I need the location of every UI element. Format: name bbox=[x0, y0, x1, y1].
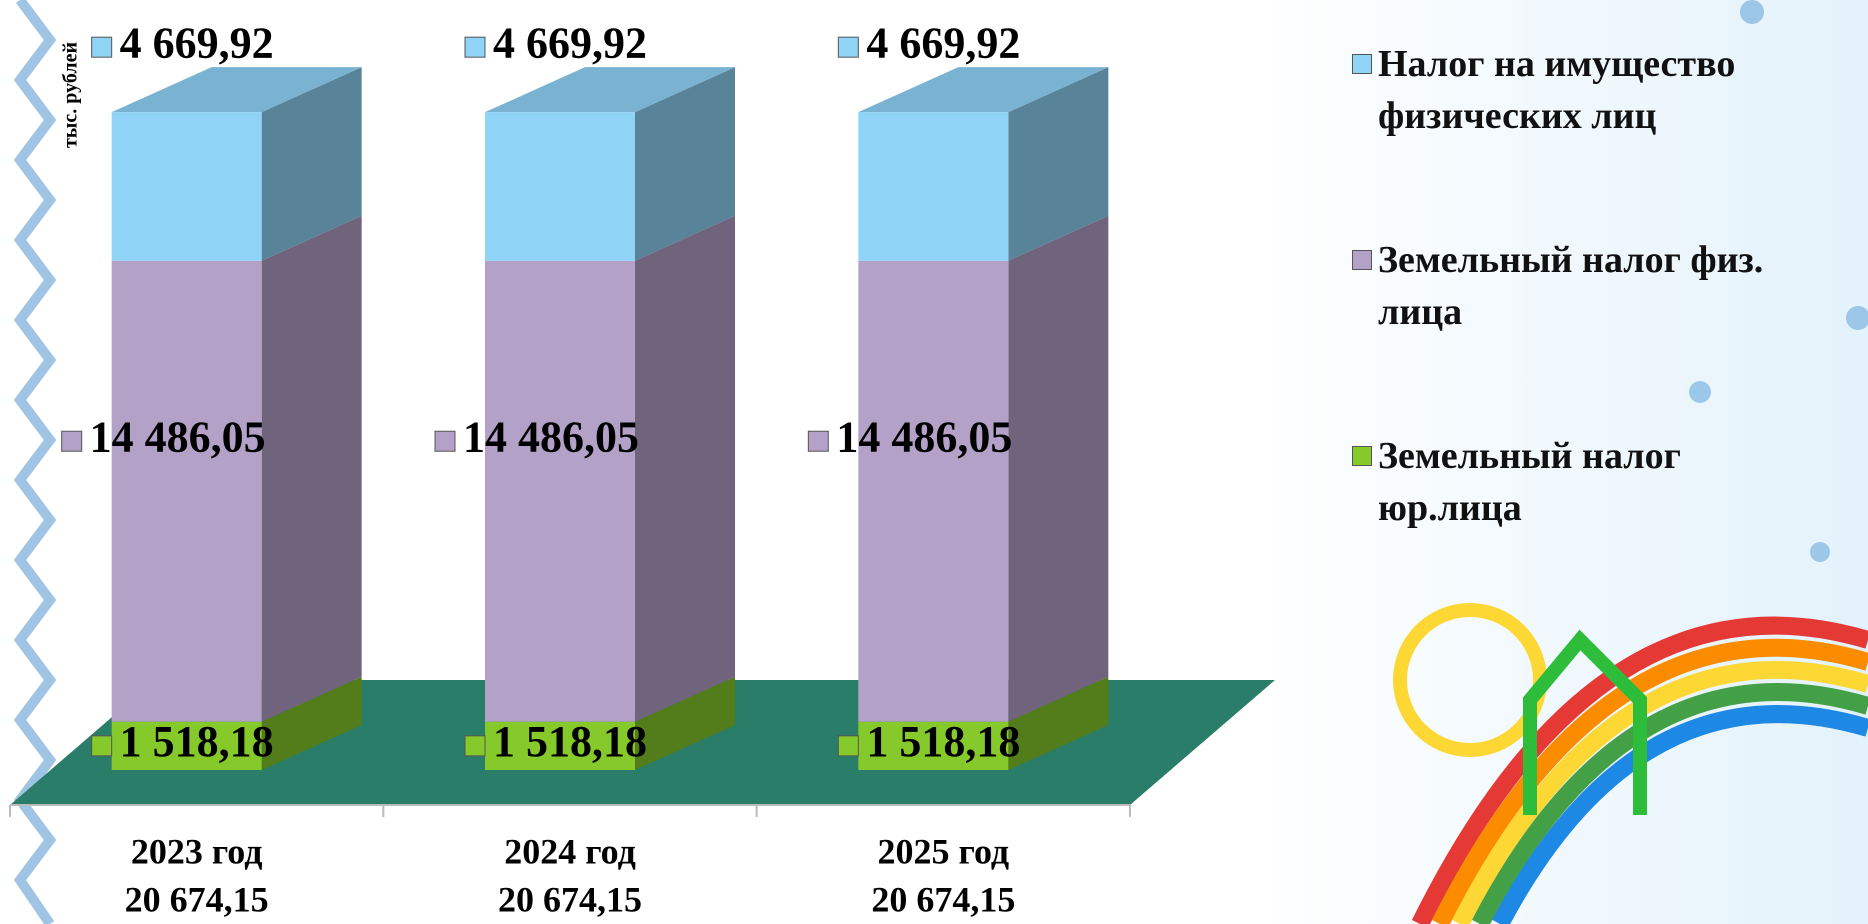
bar-top bbox=[858, 67, 1109, 113]
bar-side bbox=[635, 67, 735, 261]
x-tick-label: 2023 год bbox=[131, 831, 263, 871]
value-label: 14 486,05 bbox=[463, 412, 639, 461]
legend-text: Налог на имущество физических лиц bbox=[1378, 43, 1736, 137]
bar-side bbox=[261, 215, 362, 722]
x-tick-label: 2024 год bbox=[504, 831, 636, 871]
value-label: 4 669,92 bbox=[120, 18, 274, 67]
label-marker bbox=[434, 430, 456, 452]
legend-swatch bbox=[1352, 446, 1372, 466]
bar-segment bbox=[858, 112, 1009, 261]
bar-top bbox=[111, 67, 362, 113]
bar-side bbox=[635, 215, 735, 722]
total-label: 20 674,15 bbox=[871, 879, 1015, 919]
legend-text: Земельный налог юр.лица bbox=[1378, 435, 1681, 529]
label-marker bbox=[464, 36, 486, 58]
label-marker bbox=[464, 735, 486, 757]
bar-segment bbox=[858, 260, 1009, 722]
label-marker bbox=[91, 735, 113, 757]
legend: Налог на имущество физических лиц Земельн… bbox=[1352, 38, 1772, 626]
label-marker bbox=[91, 36, 113, 58]
x-tick-label: 2025 год bbox=[878, 831, 1010, 871]
bar-side bbox=[1008, 67, 1109, 261]
bar-segment bbox=[111, 721, 262, 770]
label-marker bbox=[837, 36, 859, 58]
bar-side bbox=[261, 676, 362, 770]
bar-segment bbox=[485, 112, 635, 261]
bar-segment bbox=[858, 721, 1009, 770]
bar-side bbox=[261, 67, 362, 261]
total-label: 20 674,15 bbox=[498, 879, 642, 919]
legend-item: Земельный налог физ. лица bbox=[1352, 234, 1772, 338]
border-pattern bbox=[13, 0, 57, 924]
label-marker bbox=[61, 430, 83, 452]
decor-circles bbox=[1689, 0, 1868, 562]
legend-item: Налог на имущество физических лиц bbox=[1352, 38, 1772, 142]
value-label: 4 669,92 bbox=[866, 18, 1020, 67]
value-label: 4 669,92 bbox=[493, 18, 647, 67]
label-marker bbox=[807, 430, 829, 452]
bar-top bbox=[485, 67, 735, 113]
bar-side bbox=[1008, 215, 1109, 722]
value-label: 1 518,18 bbox=[120, 717, 274, 766]
legend-swatch bbox=[1352, 250, 1372, 270]
bar-side bbox=[635, 676, 735, 770]
label-marker bbox=[837, 735, 859, 757]
value-label: 1 518,18 bbox=[866, 717, 1020, 766]
y-axis-label: тыс. рублей bbox=[60, 42, 82, 148]
legend-swatch bbox=[1352, 54, 1372, 74]
bar-segment bbox=[111, 260, 262, 722]
bar-segment bbox=[485, 260, 635, 722]
bar-segment bbox=[111, 112, 262, 261]
legend-text: Земельный налог физ. лица bbox=[1378, 239, 1764, 333]
value-label: 1 518,18 bbox=[493, 717, 647, 766]
value-label: 14 486,05 bbox=[836, 412, 1012, 461]
value-label: 14 486,05 bbox=[90, 412, 266, 461]
bar-segment bbox=[485, 721, 635, 770]
bar-side bbox=[1008, 676, 1109, 770]
total-label: 20 674,15 bbox=[125, 879, 269, 919]
legend-item: Земельный налог юр.лица bbox=[1352, 430, 1772, 534]
house bbox=[1523, 629, 1647, 815]
